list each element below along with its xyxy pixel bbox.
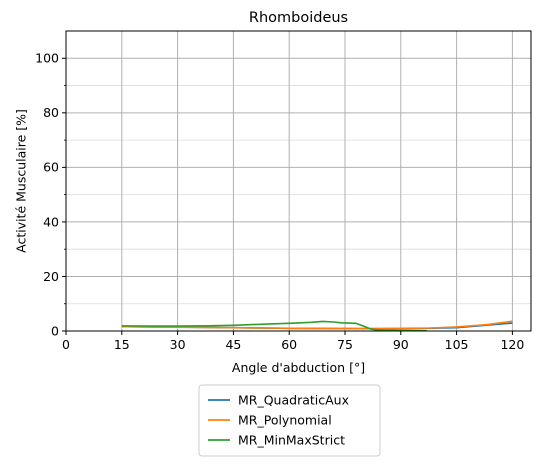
legend-entry-label: MR_QuadraticAux: [238, 392, 349, 407]
y-tick-label: 80: [43, 105, 59, 120]
x-tick-label: 60: [281, 337, 297, 352]
x-tick-label: 75: [337, 337, 353, 352]
legend: MR_QuadraticAux MR_Polynomial MR_MinMaxStr…: [198, 384, 381, 457]
ticks: 0 15 30 45 60 75 90 105 120 0 20 40 60 80 100: [35, 51, 524, 352]
y-tick-label: 100: [35, 51, 59, 66]
chart-title: Rhomboideus: [249, 10, 348, 26]
series-lines: [121, 320, 513, 332]
x-tick-label: 105: [445, 337, 469, 352]
x-tick-label: 45: [225, 337, 241, 352]
grid: [65, 31, 531, 332]
legend-box: [198, 384, 381, 457]
y-tick-label: 0: [51, 323, 59, 338]
y-axis-label: Activité Musculaire [%]: [13, 109, 28, 253]
plot-frame: [65, 30, 532, 332]
series-line-MR_MinMaxStrict: [121, 320, 427, 332]
x-tick-label: 120: [500, 337, 524, 352]
x-tick-label: 30: [170, 337, 186, 352]
y-tick-label: 20: [43, 269, 59, 284]
x-tick-label: 90: [393, 337, 409, 352]
legend-entry-label: MR_Polynomial: [238, 412, 332, 427]
legend-entry-label: MR_MinMaxStrict: [238, 432, 345, 447]
series-line-MR_Polynomial: [121, 320, 513, 330]
y-tick-label: 60: [43, 160, 59, 175]
x-tick-label: 0: [62, 337, 70, 352]
x-tick-label: 15: [114, 337, 130, 352]
x-axis-label: Angle d'abduction [°]: [232, 360, 365, 375]
y-tick-label: 40: [43, 214, 59, 229]
